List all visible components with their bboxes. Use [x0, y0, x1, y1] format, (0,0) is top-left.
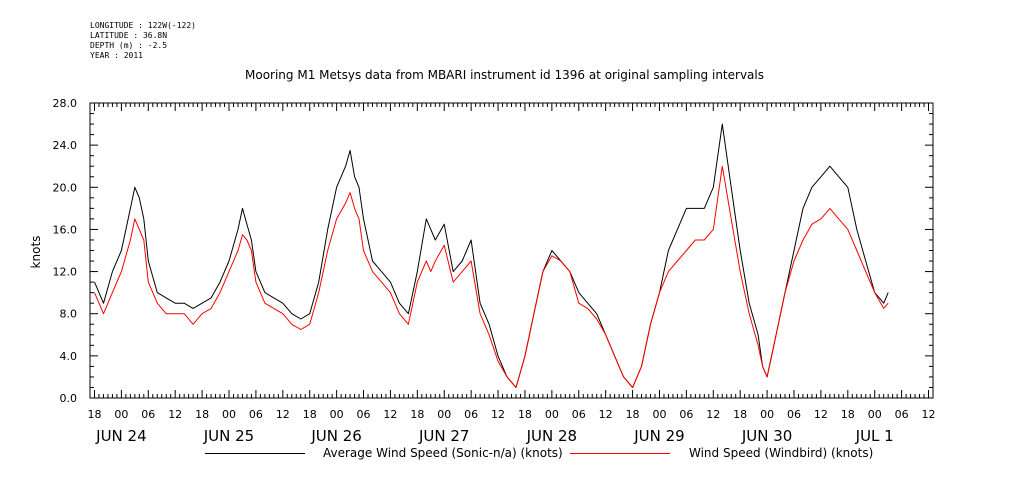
x-hour-label: 18	[626, 408, 640, 421]
x-hour-label: 18	[841, 408, 855, 421]
x-hour-label: 18	[303, 408, 317, 421]
x-day-label: JUN 30	[741, 427, 792, 445]
x-hour-label: 18	[410, 408, 424, 421]
legend-label-windbird: Wind Speed (Windbird) (knots)	[689, 446, 874, 460]
x-hour-label: 12	[491, 408, 505, 421]
meta-latitude: LATITUDE : 36.8N	[90, 31, 168, 40]
x-hour-label: 00	[760, 408, 774, 421]
x-day-label: JUN 29	[633, 427, 684, 445]
x-day-label: JUN 28	[526, 427, 577, 445]
x-hour-label: 12	[922, 408, 936, 421]
x-day-label: JUN 24	[95, 427, 146, 445]
y-tick-label: 8.0	[60, 308, 78, 321]
x-hour-label: 18	[87, 408, 101, 421]
chart-axes: 0.0 4.0 8.0 12.0 16.0 20.0 24.0 28.0 18 00 06 12 18 0…	[53, 97, 936, 445]
x-hour-label: 06	[572, 408, 586, 421]
x-hour-label: 12	[814, 408, 828, 421]
x-hour-label: 06	[895, 408, 909, 421]
x-hour-label: 06	[249, 408, 263, 421]
x-hour-label: 12	[383, 408, 397, 421]
legend-line-sonic	[205, 453, 305, 454]
y-tick-label: 4.0	[60, 350, 78, 363]
chart-title: Mooring M1 Metsys data from MBARI instru…	[245, 68, 764, 82]
x-hour-label: 00	[437, 408, 451, 421]
legend-line-windbird	[570, 453, 670, 454]
x-hour-label: 12	[599, 408, 613, 421]
y-tick-label: 0.0	[60, 392, 78, 405]
meta-depth: DEPTH (m) : -2.5	[90, 41, 168, 50]
x-hour-label: 00	[868, 408, 882, 421]
x-hour-label: 12	[706, 408, 720, 421]
x-hour-label: 18	[518, 408, 532, 421]
x-day-label: JUL 1	[855, 427, 894, 445]
meta-year: YEAR : 2011	[90, 51, 143, 60]
x-hour-label: 18	[733, 408, 747, 421]
x-hour-label: 12	[276, 408, 290, 421]
x-hour-label: 00	[222, 408, 236, 421]
x-day-label: JUN 26	[310, 427, 361, 445]
legend-label-sonic: Average Wind Speed (Sonic-n/a) (knots)	[323, 446, 563, 460]
y-tick-label: 16.0	[53, 223, 78, 236]
x-hour-label: 06	[787, 408, 801, 421]
y-tick-label: 24.0	[53, 139, 78, 152]
y-tick-label: 28.0	[53, 97, 78, 110]
x-hour-label: 12	[168, 408, 182, 421]
x-hour-label: 06	[464, 408, 478, 421]
plot-frame	[89, 102, 934, 399]
x-hour-label: 00	[330, 408, 344, 421]
x-day-label: JUN 27	[418, 427, 469, 445]
x-hour-label: 06	[141, 408, 155, 421]
x-hour-label: 00	[652, 408, 666, 421]
y-tick-label: 12.0	[53, 266, 78, 279]
series-line-windbird	[94, 165, 889, 388]
x-hour-label: 00	[114, 408, 128, 421]
y-tick-label: 20.0	[53, 181, 78, 194]
x-hour-label: 00	[545, 408, 559, 421]
x-hour-label: 18	[195, 408, 209, 421]
series-line-sonic	[94, 123, 889, 388]
x-day-label: JUN 25	[203, 427, 254, 445]
chart-series	[94, 123, 889, 388]
meta-longitude: LONGITUDE : 122W(-122)	[90, 21, 196, 30]
x-hour-label: 06	[679, 408, 693, 421]
y-axis-label: knots	[29, 236, 43, 269]
x-hour-label: 06	[357, 408, 371, 421]
